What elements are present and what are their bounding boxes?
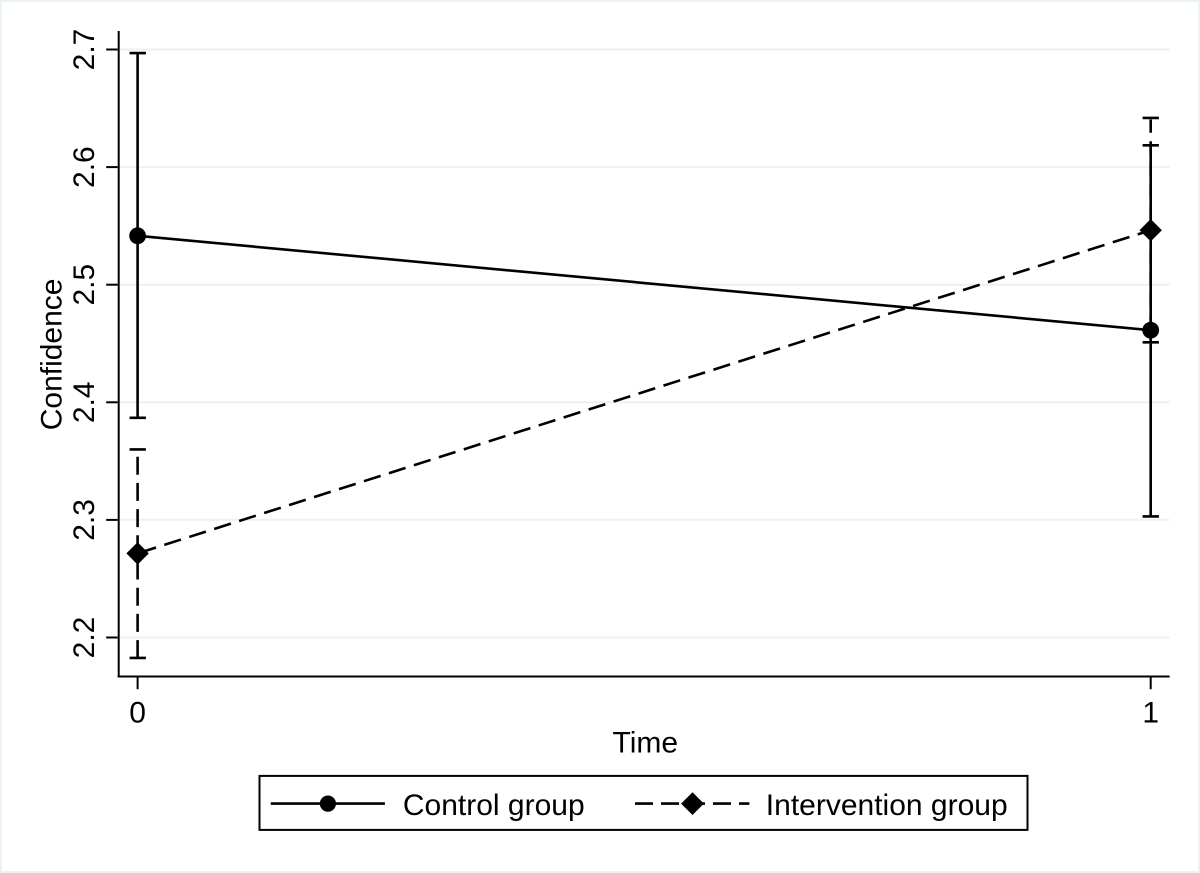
svg-text:2.2: 2.2 <box>68 617 101 659</box>
svg-text:Intervention group: Intervention group <box>766 789 1008 822</box>
svg-text:0: 0 <box>129 697 146 730</box>
svg-text:2.7: 2.7 <box>68 29 101 71</box>
svg-text:2.3: 2.3 <box>68 499 101 541</box>
svg-text:2.5: 2.5 <box>68 264 101 306</box>
svg-text:2.4: 2.4 <box>68 381 101 423</box>
svg-text:Control group: Control group <box>403 789 585 822</box>
svg-text:1: 1 <box>1142 697 1159 730</box>
svg-text:Time: Time <box>613 726 679 759</box>
svg-text:Confidence: Confidence <box>36 279 69 431</box>
svg-text:2.6: 2.6 <box>68 146 101 188</box>
